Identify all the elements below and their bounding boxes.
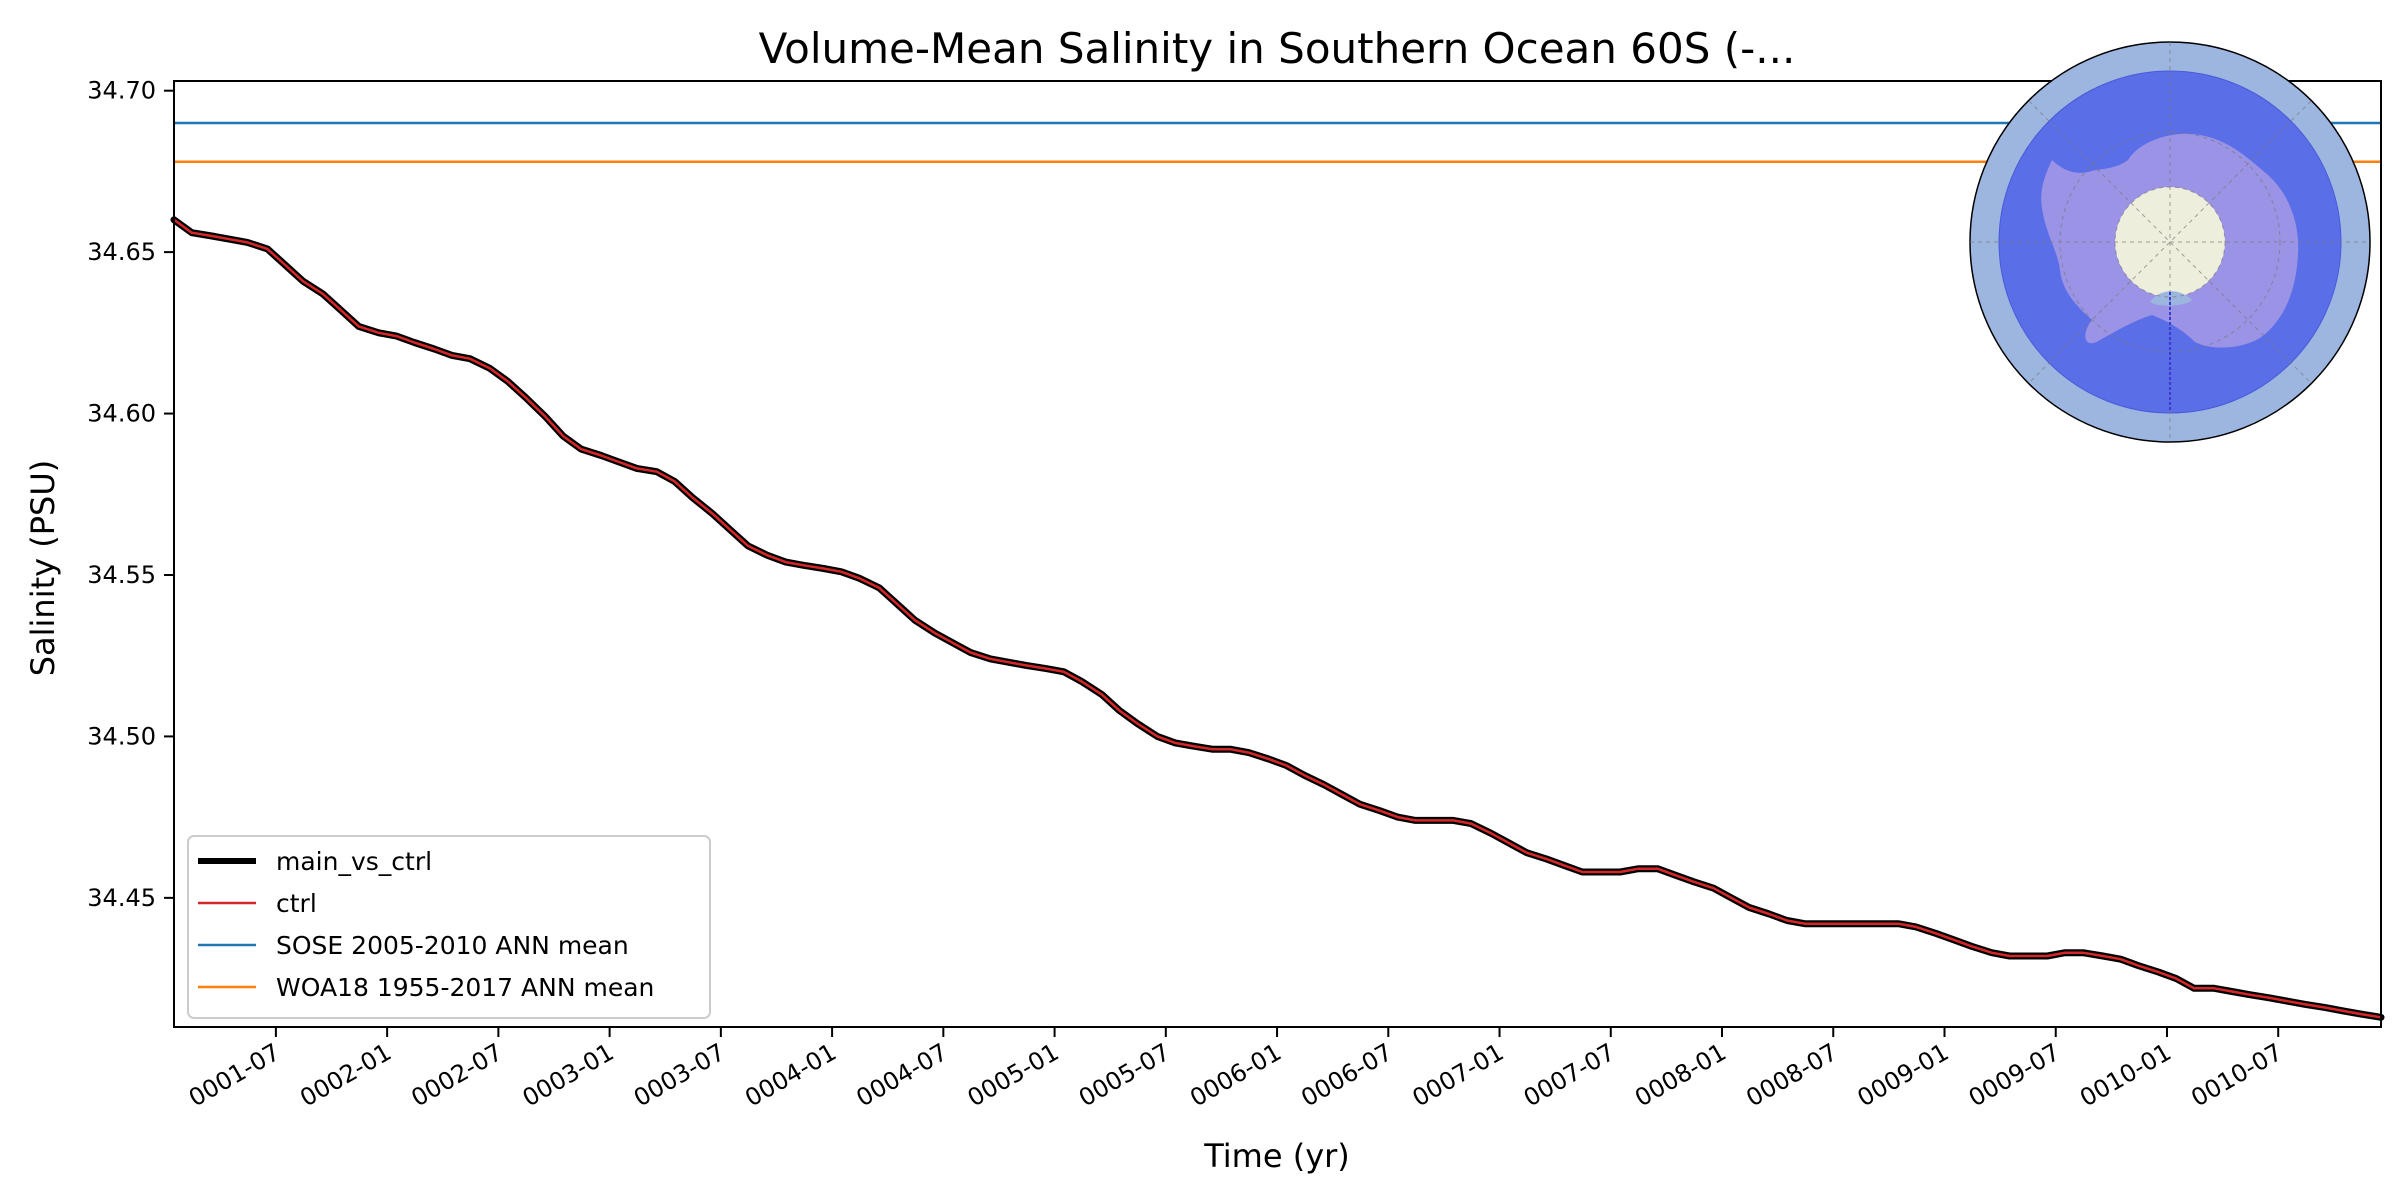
y-tick-label: 34.55 bbox=[87, 561, 156, 589]
y-tick-label: 34.50 bbox=[87, 722, 156, 750]
y-tick-label: 34.45 bbox=[87, 884, 156, 912]
x-axis-title: Time (yr) bbox=[1203, 1137, 1350, 1175]
legend-frame bbox=[187, 835, 711, 1019]
region-inset-map bbox=[1969, 41, 2371, 443]
legend: main_vs_ctrl ctrl SOSE 2005-2010 ANN mea… bbox=[187, 835, 711, 1019]
inset-graticule bbox=[1970, 42, 2370, 442]
y-tick-label: 34.70 bbox=[87, 77, 156, 105]
series-line-ctrl bbox=[172, 218, 2383, 1019]
legend-label-main-vs-ctrl: main_vs_ctrl bbox=[276, 847, 432, 876]
y-tick-label: 34.60 bbox=[87, 400, 156, 428]
y-axis-title: Salinity (PSU) bbox=[24, 460, 62, 677]
legend-label-woa18: WOA18 1955-2017 ANN mean bbox=[276, 973, 654, 1002]
legend-label-sose: SOSE 2005-2010 ANN mean bbox=[276, 931, 629, 960]
y-tick-label: 34.65 bbox=[87, 238, 156, 266]
legend-label-ctrl: ctrl bbox=[276, 889, 317, 918]
chart-title: Volume-Mean Salinity in Southern Ocean 6… bbox=[759, 24, 1796, 73]
